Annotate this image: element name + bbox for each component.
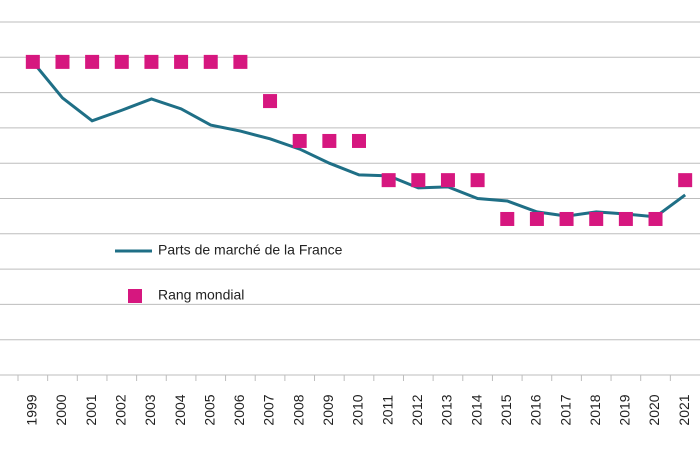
x-tick-label: 2021 xyxy=(676,394,692,425)
x-tick-label: 2020 xyxy=(646,394,662,425)
rank-marker xyxy=(559,211,574,226)
x-tick-label: 2002 xyxy=(112,394,128,425)
rank-marker xyxy=(529,211,544,226)
rank-marker xyxy=(322,133,337,148)
rank-marker xyxy=(85,54,100,69)
rank-marker xyxy=(114,54,129,69)
rank-marker xyxy=(470,173,485,188)
x-tick-label: 2008 xyxy=(290,394,306,425)
rank-marker xyxy=(233,54,248,69)
rank-marker xyxy=(144,54,159,69)
rank-marker xyxy=(411,173,426,188)
rank-marker xyxy=(618,211,633,226)
x-tick-label: 2011 xyxy=(379,395,395,425)
x-tick-label: 2001 xyxy=(83,394,99,425)
rank-marker xyxy=(678,173,693,188)
legend-label: Rang mondial xyxy=(158,287,244,303)
legend-label: Parts de marché de la France xyxy=(158,242,343,258)
legend-square xyxy=(128,289,142,303)
rank-marker xyxy=(263,94,278,109)
x-tick-label: 2013 xyxy=(439,394,455,425)
x-tick-label: 2007 xyxy=(261,394,277,425)
rank-marker xyxy=(352,133,366,148)
series-line xyxy=(31,60,687,219)
rank-marker xyxy=(500,211,515,226)
rank-marker xyxy=(25,54,40,69)
x-tick-label: 2006 xyxy=(231,394,247,425)
rank-marker xyxy=(203,54,218,69)
x-tick-label: 2014 xyxy=(468,394,484,425)
x-tick-label: 2009 xyxy=(320,394,336,425)
rank-marker xyxy=(292,133,307,148)
rank-marker xyxy=(589,211,604,226)
x-tick-label: 2016 xyxy=(528,394,544,425)
rank-marker xyxy=(55,54,70,69)
x-tick-label: 2004 xyxy=(172,394,188,425)
rank-marker xyxy=(440,173,455,188)
rank-marker xyxy=(648,211,663,226)
x-tick-label: 2005 xyxy=(201,394,217,425)
x-tick-label: 1999 xyxy=(24,394,40,425)
x-tick-label: 2015 xyxy=(498,394,514,425)
x-tick-label: 2000 xyxy=(53,394,69,425)
x-tick-label: 2018 xyxy=(587,394,603,425)
x-tick-label: 2010 xyxy=(350,394,366,425)
x-tick-label: 2003 xyxy=(142,394,158,425)
rank-marker xyxy=(381,173,396,188)
x-tick-label: 2012 xyxy=(409,394,425,425)
x-tick-label: 2017 xyxy=(557,394,573,425)
x-tick-label: 2019 xyxy=(617,394,633,425)
rank-marker xyxy=(174,54,189,69)
